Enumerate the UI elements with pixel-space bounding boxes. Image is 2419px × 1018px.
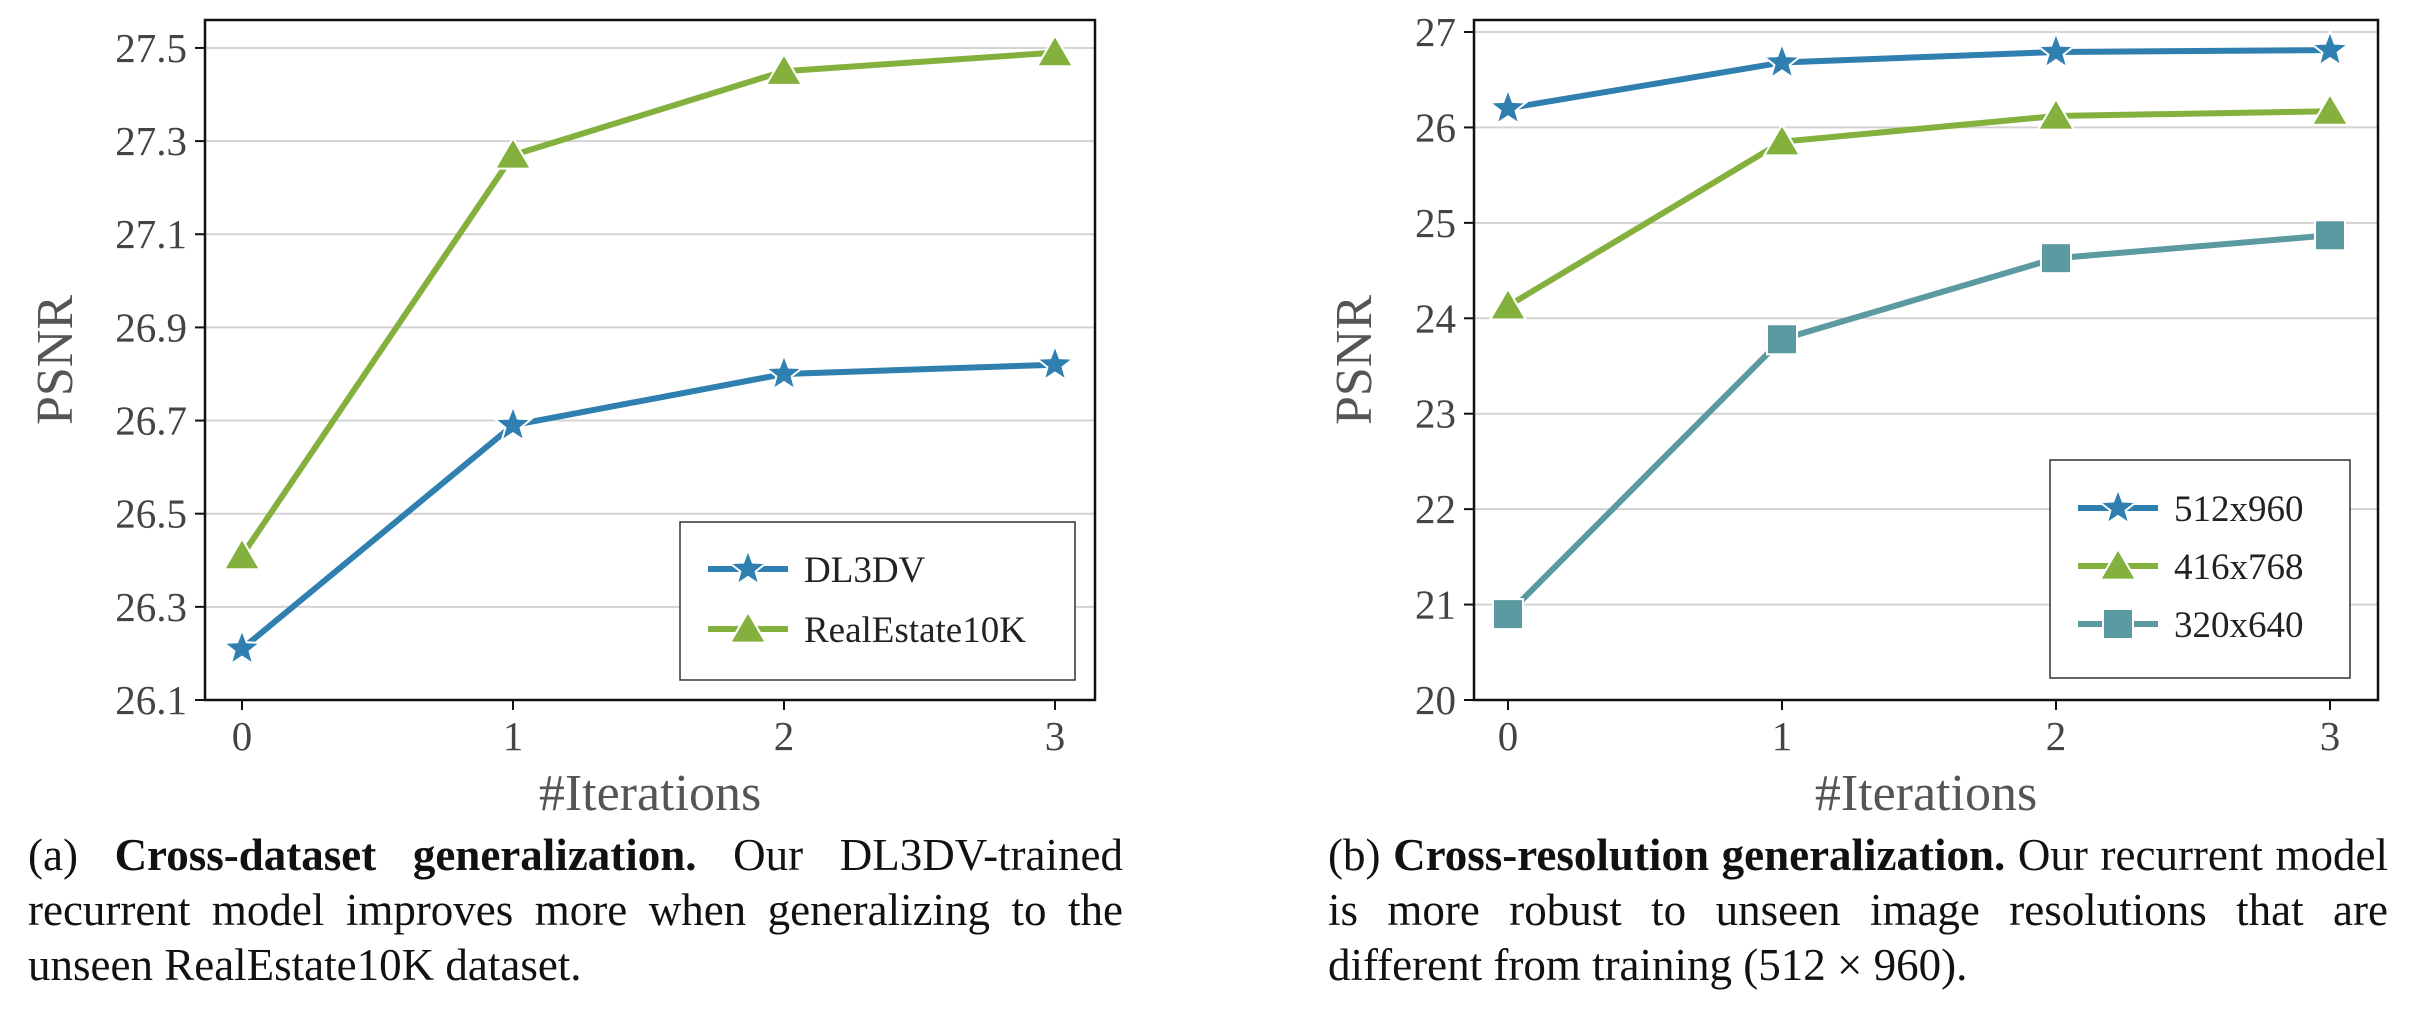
chart-b-plot-frame [1472,18,2380,702]
chart-b-point-512x960 [1761,40,1803,81]
caption-b-prefix: (b) [1328,830,1394,880]
chart-a-point-dl3dv [221,626,263,667]
chart-b-y-tick-label: 27 [1415,9,1456,55]
chart-b-point-416x768 [1488,286,1528,321]
chart-b-point-512x960 [2309,28,2351,68]
chart-b-y-tick-label: 24 [1415,295,1456,341]
chart-b-legend-marker-512x960 [2097,486,2139,526]
chart-b-point-512x960 [2035,30,2077,70]
chart-a-x-axis-label: #Iterations [539,765,761,822]
caption-b: (b) Cross-resolution generalization. Our… [1328,828,2388,993]
chart-a-point-dl3dv [763,352,805,392]
chart-a-y-tick-label: 27.1 [115,211,187,257]
chart-a-y-tick-label: 26.7 [115,398,187,444]
chart-b-y-tick-label: 22 [1415,486,1456,532]
chart-b-x-tick-label: 2 [2046,713,2067,759]
chart-a-y-tick-label: 26.5 [115,491,187,537]
caption-b-bold: Cross-resolution generalization. [1393,830,2006,880]
chart-b-point-512x960 [1487,86,1529,127]
chart-a-y-tick-label: 27.5 [115,25,187,71]
chart-b-x-axis-label: #Iterations [1815,765,2037,822]
caption-a-prefix: (a) [28,830,115,880]
caption-a: (a) Cross-dataset generalization. Our DL… [28,828,1123,993]
chart-b-y-tick-label: 25 [1415,200,1456,246]
chart-a-point-realestate10k [493,136,533,170]
chart-a-point-realestate10k [222,536,262,571]
chart-a-x-tick-label: 1 [503,713,524,759]
caption-a-text: Our DL3DV-trained recurrent model improv… [28,830,1123,990]
caption-b-text: Our recurrent model is more robust to un… [1328,830,2388,990]
chart-a-x-tick-label: 3 [1045,713,1066,759]
chart-a-point-realestate10k [1035,33,1075,68]
chart-b-y-tick-label: 23 [1415,391,1456,437]
chart-a-y-tick-label: 26.9 [115,304,187,350]
chart-b-x-tick-label: 3 [2320,713,2341,759]
chart-b-point-320x640 [1766,323,1798,356]
chart-b-point-320x640 [2040,242,2072,275]
chart-b-y-tick-label: 21 [1415,582,1456,628]
chart-b-point-320x640 [1492,598,1524,631]
chart-a-legend-marker-realestate10k [728,610,768,644]
chart-b-point-320x640 [2314,219,2346,252]
chart-b-series-line-512x960 [1507,47,2331,112]
chart-a-legend-marker-dl3dv [727,547,769,587]
chart-panel-a: 26.1 26.3 26.5 26.7 26.9 27.1 27.3 27.5 0 1 2 3 #Ite… [27,18,1123,993]
chart-b-y-tick-label: 20 [1415,677,1456,723]
chart-b-point-416x768 [1762,122,1802,157]
chart-a-legend-label-realestate10k: RealEstate10K [804,610,1026,651]
chart-b-legend-label-512x960: 512x960 [2174,489,2304,530]
chart-panel-b: 20 21 22 23 24 25 26 27 0 1 2 3 #Iterations PSNR 512x9… [1250,0,2419,1018]
chart-b-legend-label-416x768: 416x768 [2174,547,2304,588]
chart-a-point-realestate10k [764,52,804,86]
chart-b-legend-marker-416x768 [2098,547,2138,581]
chart-a-y-tick-label: 26.3 [115,584,187,630]
chart-a-point-dl3dv [1034,342,1076,383]
chart-b-point-416x768 [2310,92,2350,126]
chart-b-series-line-320x640 [1505,232,2331,617]
chart-a-legend-label-dl3dv: DL3DV [804,550,926,591]
chart-b-x-tick-label: 1 [1772,713,1793,759]
line-chart-cross-dataset: 26.1 26.3 26.5 26.7 26.9 27.1 27.3 27.5 0 1 2 3 #Ite… [27,18,1097,822]
chart-a-series-line-realestate10k [239,49,1056,558]
chart-b-x-tick-label: 0 [1498,713,1519,759]
chart-b-series-line-416x768 [1506,108,2331,309]
chart-b-y-axis-label: PSNR [1326,295,1383,425]
chart-a-y-axis-label: PSNR [27,295,84,425]
chart-b-y-tick-label: 26 [1415,104,1456,150]
chart-a-y-tick-label: 26.1 [115,677,187,723]
chart-a-legend-box [679,521,1076,681]
chart-b-legend-marker-320x640 [2102,608,2134,640]
chart-a-x-tick-label: 0 [232,713,253,759]
caption-a-bold: Cross-dataset generalization. [114,830,697,880]
chart-b-legend-label-320x640: 320x640 [2174,605,2304,646]
chart-a-point-dl3dv [492,403,534,443]
chart-a-y-tick-label: 27.3 [115,118,187,164]
chart-a-plot-frame [203,18,1097,702]
chart-a-x-tick-label: 2 [774,713,795,759]
chart-b-point-416x768 [2036,96,2076,131]
chart-a-series-line-dl3dv [240,361,1056,652]
